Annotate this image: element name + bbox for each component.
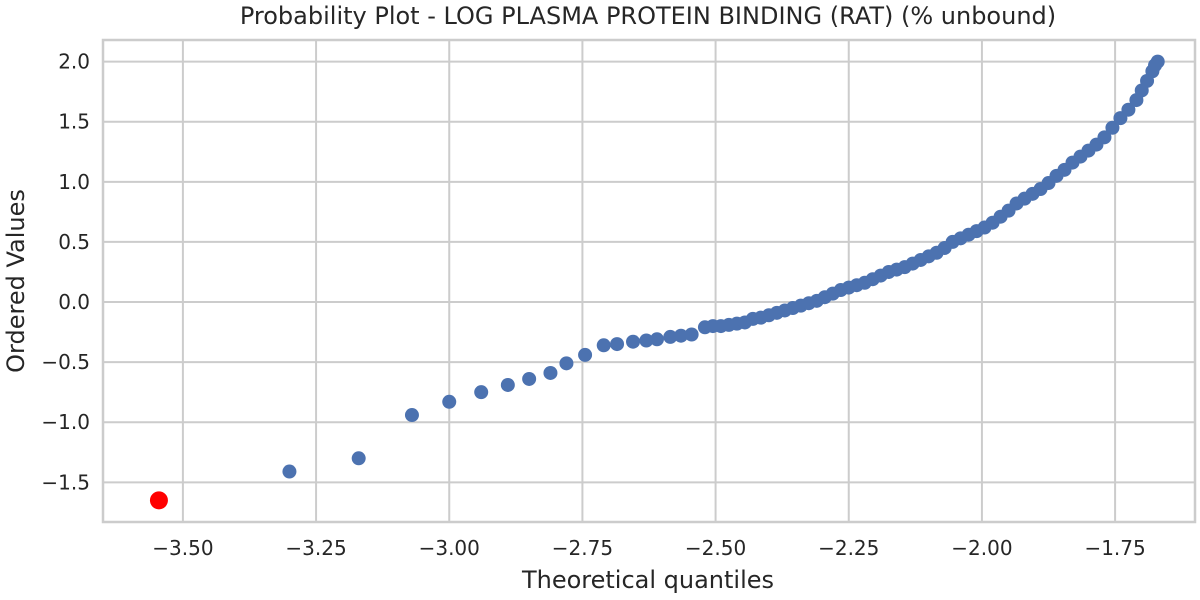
data-point [649,332,664,347]
x-tick-label: −1.75 [1084,536,1145,560]
y-tick-label: 1.0 [58,170,90,194]
data-point [673,328,688,343]
data-point [626,334,641,349]
grid-lines [103,40,1195,522]
chart-title: Probability Plot - LOG PLASMA PROTEIN BI… [240,2,1056,30]
data-point [578,347,593,362]
data-point [474,385,489,400]
x-tick-label: −3.25 [285,536,346,560]
data-point [351,451,366,466]
y-tick-label: 2.0 [58,50,90,74]
data-point [663,329,678,344]
data-point [522,371,537,386]
x-tick-label: −2.75 [552,536,613,560]
data-point [639,333,654,348]
data-point [1105,120,1120,135]
x-tick-label: −3.00 [419,536,480,560]
data-point [559,356,574,371]
data-point [543,365,558,380]
y-tick-label: 0.0 [58,290,90,314]
data-point [404,408,419,423]
y-axis-ticks: −1.5 −1.0 −0.5 0.0 0.5 1.0 1.5 2.0 [41,50,90,495]
data-point [282,464,297,479]
plot-frame [101,38,1197,524]
x-tick-label: −3.50 [152,536,213,560]
data-point [1097,130,1112,145]
data-point [610,337,625,352]
data-point [596,338,611,353]
y-tick-label: 1.5 [58,110,90,134]
x-tick-label: −2.25 [818,536,879,560]
y-axis-label: Ordered Values [2,189,30,373]
data-point [684,327,699,342]
x-axis-label: Theoretical quantiles [521,566,774,594]
data-point [1150,54,1165,69]
data-point [1121,102,1136,117]
x-tick-label: −2.50 [685,536,746,560]
x-tick-label: −2.00 [951,536,1012,560]
data-point [500,377,515,392]
y-tick-label: −1.0 [41,410,90,434]
data-point [442,394,457,409]
y-tick-label: −0.5 [41,350,90,374]
data-points [149,54,1165,510]
y-tick-label: 0.5 [58,230,90,254]
x-axis-ticks: −3.50 −3.25 −3.00 −2.75 −2.50 −2.25 −2.00 −1.75 [152,536,1145,560]
highlighted-outlier-point [149,491,168,510]
y-tick-label: −1.5 [41,470,90,494]
